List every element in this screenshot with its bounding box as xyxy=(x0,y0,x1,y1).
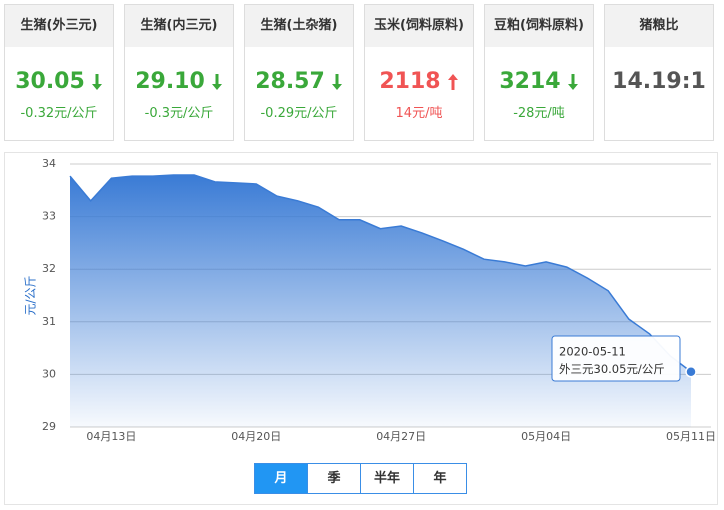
price-change: -0.3元/公斤 xyxy=(144,106,214,121)
card-title: 生猪(土杂猪) xyxy=(245,5,353,47)
tooltip-box xyxy=(551,335,681,382)
price-card: 生猪(外三元) 30.05 -0.32元/公斤 xyxy=(4,4,114,141)
y-tick-label: 29 xyxy=(42,420,56,433)
card-price: 28.57 xyxy=(245,69,353,94)
card-price: 3214 xyxy=(485,69,593,94)
range-button[interactable]: 年 xyxy=(413,464,466,493)
trend-arrow xyxy=(447,74,458,90)
price-card: 玉米(饲料原料) 2118 14元/吨 xyxy=(364,4,474,141)
range-buttons: 月季半年年 xyxy=(254,463,467,494)
price-value: 3214 xyxy=(499,69,561,94)
line xyxy=(69,174,692,373)
range-button[interactable]: 季 xyxy=(307,464,360,493)
price-change: -0.32元/公斤 xyxy=(20,106,98,121)
price-value: 14.19:1 xyxy=(612,69,706,94)
card-price: 30.05 xyxy=(5,69,113,94)
trend-arrow xyxy=(211,74,222,90)
tooltip-series: 外三元 xyxy=(559,362,594,376)
price-value: 29.10 xyxy=(135,69,205,94)
card-price: 29.10 xyxy=(125,69,233,94)
card-title: 玉米(饲料原料) xyxy=(365,5,473,47)
tooltip-unit: 元/公斤 xyxy=(626,362,664,376)
price-change: -28元/吨 xyxy=(513,106,565,121)
card-title: 生猪(内三元) xyxy=(125,5,233,47)
card-price: 2118 xyxy=(365,69,473,94)
y-tick-label: 34 xyxy=(42,157,56,170)
arrow-shape xyxy=(447,74,458,90)
price-card: 豆粕(饲料原料) 3214 -28元/吨 xyxy=(484,4,594,141)
arrow-shape xyxy=(91,74,102,90)
x-tick-label: 04月20日 xyxy=(231,430,281,443)
trend-arrow xyxy=(567,74,578,90)
x-tick-label: 05月11日 xyxy=(666,430,716,443)
trend-arrow xyxy=(91,74,102,90)
y-axis-label: 元/公斤 xyxy=(24,275,38,315)
price-card: 生猪(土杂猪) 28.57 -0.29元/公斤 xyxy=(244,4,354,141)
price-card: 生猪(内三元) 29.10 -0.3元/公斤 xyxy=(124,4,234,141)
chart: 29 30 31 32 33 34 元/公斤 04月13日 04月20日 04月27日 05月04日… xyxy=(24,157,717,443)
price-card: 猪粮比 14.19:1 xyxy=(604,4,714,141)
y-tick-label: 32 xyxy=(42,262,56,275)
end-dot xyxy=(685,366,697,378)
price-value: 2118 xyxy=(379,69,441,94)
chart-panel: 29 30 31 32 33 34 元/公斤 04月13日 04月20日 04月27日 05月04日… xyxy=(4,152,718,505)
card-title: 生猪(外三元) xyxy=(5,5,113,47)
arrow-shape xyxy=(567,74,578,90)
area xyxy=(70,175,691,427)
arrow-shape xyxy=(211,74,222,90)
tooltip-date: 2020-05-11 xyxy=(559,345,626,359)
arrow-shape xyxy=(331,74,342,90)
price-change: 14元/吨 xyxy=(395,106,443,121)
price-value: 28.57 xyxy=(255,69,325,94)
price-value: 30.05 xyxy=(15,69,85,94)
trend-arrow xyxy=(331,74,342,90)
tooltip-number: 30.05 xyxy=(594,362,627,376)
y-tick-label: 33 xyxy=(42,210,56,223)
range-button[interactable]: 半年 xyxy=(360,464,413,493)
x-tick-label: 04月27日 xyxy=(376,430,426,443)
x-tick-label: 04月13日 xyxy=(86,430,136,443)
card-title: 豆粕(饲料原料) xyxy=(485,5,593,47)
y-tick-label: 30 xyxy=(42,367,56,380)
range-button[interactable]: 月 xyxy=(255,464,307,493)
card-price: 14.19:1 xyxy=(605,69,713,94)
x-tick-label: 05月04日 xyxy=(521,430,571,443)
y-tick-label: 31 xyxy=(42,315,56,328)
tooltip-value: 外三元30.05元/公斤 xyxy=(559,362,665,376)
tooltip: 2020-05-11 外三元30.05元/公斤 xyxy=(551,335,681,382)
card-title: 猪粮比 xyxy=(605,5,713,47)
price-change: -0.29元/公斤 xyxy=(260,106,338,121)
